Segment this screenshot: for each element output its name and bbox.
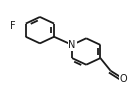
Text: F: F — [10, 21, 16, 31]
Text: N: N — [68, 40, 76, 50]
Text: O: O — [120, 74, 127, 84]
